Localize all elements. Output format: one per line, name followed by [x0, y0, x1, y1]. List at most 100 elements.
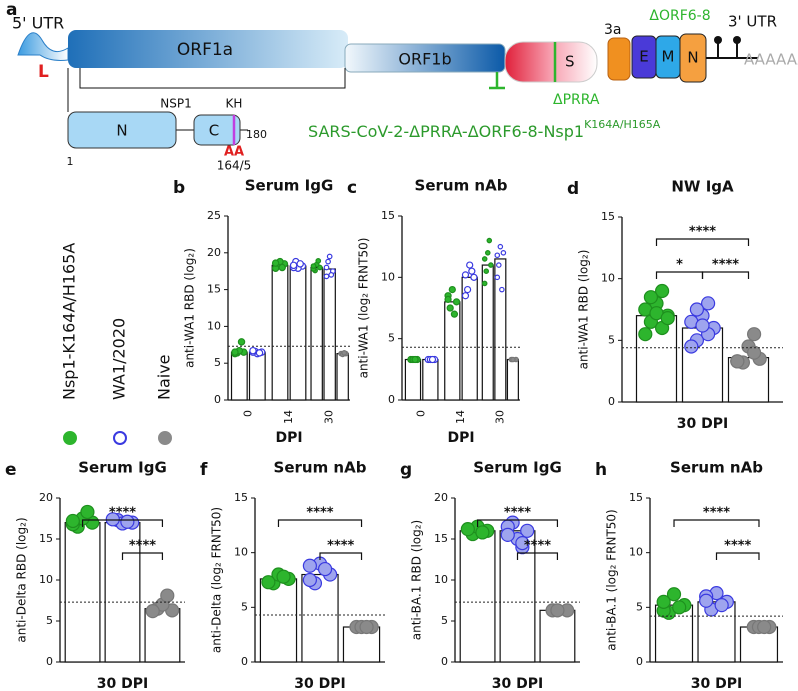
bar: [248, 351, 266, 401]
significance-bracket: [476, 519, 559, 527]
data-point: [666, 587, 682, 602]
data-point: [461, 292, 470, 300]
bar: [259, 578, 298, 663]
data-point: [486, 237, 493, 244]
deletion-mark: [489, 72, 505, 90]
data-point: [237, 338, 246, 346]
legend-label: Nsp1-K164A/H165A: [60, 243, 79, 400]
data-point: [289, 261, 298, 270]
spike-box: [504, 41, 598, 83]
significance-label: ****: [306, 506, 333, 521]
construct: SARS-CoV-2-ΔPRRA-ΔORF6-8-Nsp1: [308, 122, 584, 141]
orf3a-box: [607, 37, 631, 81]
legend-marker: [158, 431, 172, 445]
kh-label: KH: [226, 97, 243, 111]
data-point: [105, 512, 120, 527]
data-point: [317, 561, 333, 577]
data-point: [757, 619, 772, 635]
x-tick-label: 14: [454, 410, 467, 424]
y-tick-label: 20: [39, 491, 53, 504]
data-point: [323, 273, 330, 280]
y-tick-label: 0: [214, 393, 221, 406]
data-point: [510, 356, 516, 363]
n-label: N: [687, 49, 698, 67]
y-tick-label: 10: [234, 546, 248, 559]
bar: [494, 258, 507, 401]
y-tick-label: 0: [441, 655, 448, 668]
m-label: M: [662, 48, 675, 66]
data-point: [325, 258, 331, 265]
data-point: [672, 600, 687, 615]
data-point: [80, 504, 95, 520]
x-axis-label: 30 DPI: [492, 676, 543, 691]
y-tick-label: 0: [608, 395, 615, 408]
significance-bracket: [673, 519, 760, 527]
orf1a-label: ORF1a: [177, 40, 233, 60]
x-axis-label: 30 DPI: [294, 676, 345, 691]
y-tick-label: 10: [434, 573, 448, 586]
y-tick-label: 15: [381, 209, 395, 222]
y-axis-label: anti-BA.1 RBD (log₂): [410, 520, 424, 641]
stem-loop: [733, 36, 741, 44]
polya-label: AAAAAA: [744, 51, 798, 69]
data-point: [500, 250, 507, 256]
data-point: [520, 523, 535, 538]
data-point: [278, 263, 286, 272]
data-point: [699, 593, 714, 608]
y-tick-label: 15: [207, 283, 221, 296]
data-point: [296, 260, 304, 268]
nsp1-c-box: [193, 114, 241, 146]
significance-label: ****: [703, 506, 730, 521]
data-point: [689, 302, 705, 317]
y-tick-label: 15: [601, 210, 615, 223]
y-tick-label: 15: [39, 532, 53, 545]
y-tick-label: 5: [608, 333, 615, 346]
bar: [64, 521, 101, 663]
data-point: [643, 290, 659, 305]
data-point: [446, 304, 454, 312]
bar: [481, 264, 494, 401]
legend-label: WA1/2020: [110, 318, 129, 400]
significance-bracket: [655, 238, 750, 246]
data-point: [328, 272, 335, 278]
construct-superscript: K164A/H165A: [584, 118, 661, 131]
significance-bracket: [655, 271, 704, 279]
site-label: 164/5: [217, 159, 252, 173]
nsp1-end: 180: [246, 128, 267, 141]
data-point: [475, 525, 490, 540]
bar: [461, 276, 478, 401]
y-axis-label: anti-BA.1 (log₂ FRNT50): [605, 509, 619, 651]
bar: [404, 358, 422, 401]
data-point: [160, 588, 175, 603]
data-point: [411, 355, 419, 364]
x-tick-label: 0: [415, 410, 428, 417]
y-axis-label: anti-WA1 (log₂ FRNT50): [357, 238, 371, 379]
orf3a-label: 3a: [604, 22, 622, 38]
e-label: E: [639, 48, 648, 66]
data-point: [271, 259, 280, 267]
x-tick-label: 14: [282, 410, 295, 424]
bar: [336, 353, 349, 401]
data-point: [276, 569, 291, 584]
nsp1-label: NSP1: [160, 97, 191, 111]
chart-title: Serum IgG: [78, 459, 167, 477]
legend-label: Naive: [155, 354, 174, 400]
data-point: [359, 619, 374, 635]
orf1b-label: ORF1b: [398, 50, 451, 69]
x-tick-label: 0: [241, 410, 254, 417]
bar: [271, 264, 289, 401]
significance-label: ****: [689, 225, 716, 240]
significance-label: ****: [327, 539, 354, 554]
data-point: [302, 558, 317, 573]
bar: [506, 358, 519, 401]
orf1a-box: [68, 30, 348, 68]
y-tick-label: 10: [39, 573, 53, 586]
significance-bracket: [277, 519, 363, 527]
data-point: [654, 283, 670, 299]
y-tick-label: 5: [241, 600, 248, 613]
x-tick-label: 30: [323, 410, 336, 424]
spike-label: S: [565, 53, 575, 71]
construct-name: SARS-CoV-2-ΔPRRA-ΔORF6-8-Nsp1K164A/H165A: [308, 118, 661, 141]
data-point: [481, 280, 488, 287]
data-point: [326, 253, 333, 260]
